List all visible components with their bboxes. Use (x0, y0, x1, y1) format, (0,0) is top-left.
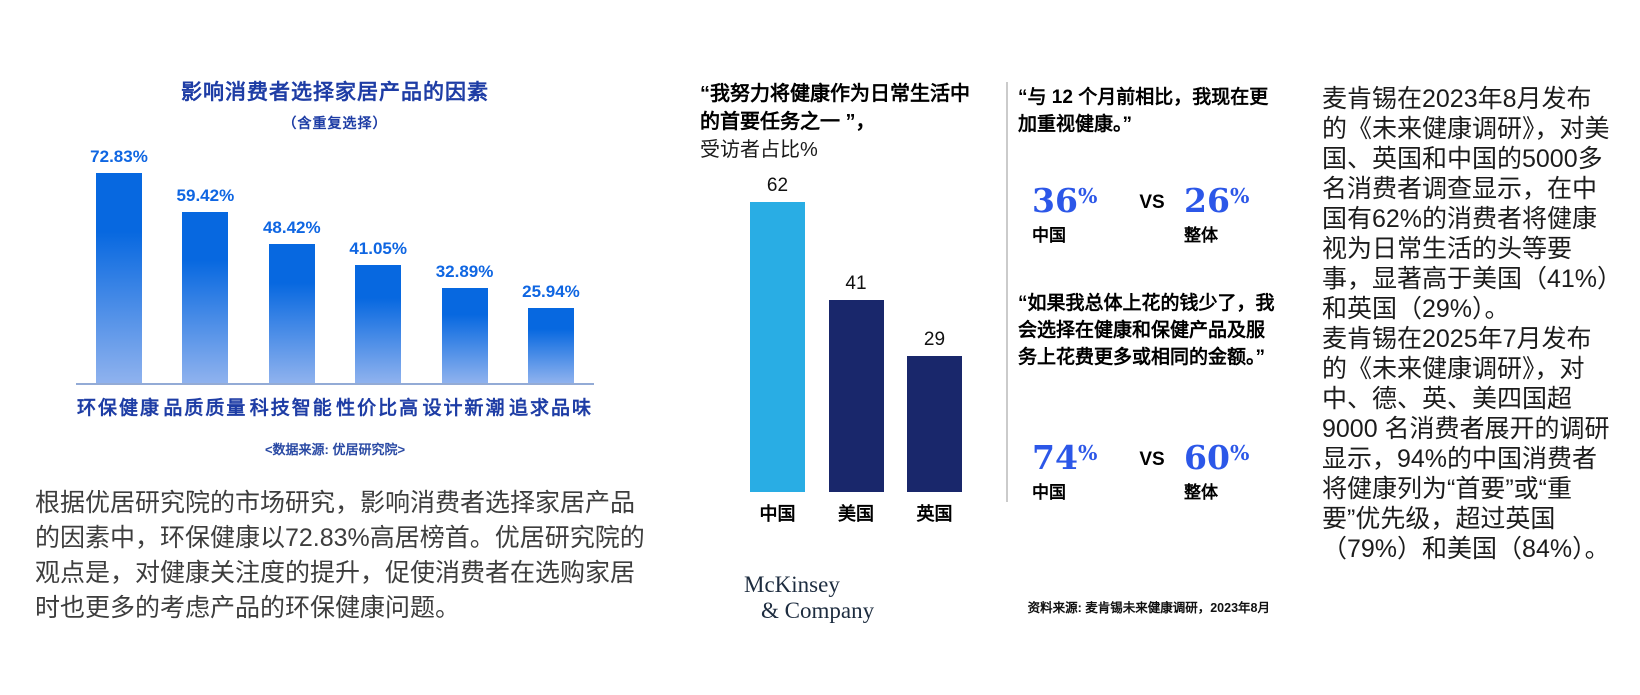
overall-label-2: 整体 (1184, 483, 1218, 503)
bar-value-label: 72.83% (90, 147, 148, 166)
bar-value-label: 41 (845, 273, 867, 294)
bar-group: 32.89% (422, 262, 508, 383)
bar (907, 356, 962, 492)
survey-quote: “我努力将健康作为日常生活中的首要任务之一 ”， (700, 83, 970, 133)
category-label: 英国 (916, 504, 953, 524)
mckinsey-logo: McKinsey & Company (744, 572, 874, 624)
bar-value-label: 29 (923, 329, 946, 350)
stat-row-1: 36% 中国 VS 26% 整体 (1032, 179, 1276, 246)
source-note: 资料来源: 麦肯锡未来健康调研，2023年8月 (1027, 601, 1270, 615)
chart-title: 影响消费者选择家居产品的因素 (181, 81, 489, 104)
category-label: 追求品味 (508, 398, 593, 419)
vs-label-2: VS (1139, 449, 1165, 470)
vertical-divider (1006, 82, 1008, 502)
data-source-note: <数据来源: 优居研究院> (264, 442, 406, 457)
bar (828, 300, 884, 492)
china-value-1: 36% (1032, 181, 1098, 221)
bar-value-label: 41.05% (349, 239, 407, 258)
category-label: 中国 (759, 504, 796, 524)
bar (441, 288, 488, 383)
category-label: 品质质量 (163, 398, 248, 419)
bar-plot-area: 72.83% 59.42% 48.42% 41.05% 32.89% 25.94% (76, 140, 594, 385)
bar-value-label: 62 (766, 175, 789, 196)
stat-row-2: 74% 中国 VS 60% 整体 (1032, 436, 1276, 503)
summary-para-1: 麦肯锡在2023年8月发布的《未来健康调研》，对美国、英国和中国的5000多名消… (1322, 85, 1610, 323)
bar-value-label: 48.42% (262, 218, 321, 237)
vs-label-1: VS (1139, 192, 1165, 213)
bar (750, 202, 805, 492)
bar (355, 265, 402, 383)
stat-quote-2: “如果我总体上花的钱少了，我会选择在健康和保健产品及服务上花费更多或相同的金额。… (1018, 293, 1275, 368)
category-axis: 中国 美国 英国 (750, 500, 962, 526)
overall-value-2: 60% (1184, 438, 1250, 478)
china-label-1: 中国 (1032, 226, 1066, 246)
right-summary-text: 麦肯锡在2023年8月发布的《未来健康调研》，对美国、英国和中国的5000多名消… (1322, 84, 1612, 564)
bar (268, 244, 315, 383)
category-axis: 环保健康 品质质量 科技智能 性价比高 设计新潮 追求品味 (76, 393, 594, 420)
mckinsey-survey-chart: “我努力将健康作为日常生活中的首要任务之一 ”， 受访者占比% 62 41 29 中… (700, 80, 974, 640)
overall-stat-2: 60% 整体 (1184, 436, 1272, 503)
left-analysis-paragraph: 根据优居研究院的市场研究，影响消费者选择家居产品的因素中，环保健康以72.83%… (35, 489, 645, 622)
china-label-2: 中国 (1032, 483, 1066, 503)
china-stat-2: 74% 中国 (1032, 436, 1120, 503)
bar-group: 72.83% (76, 147, 162, 383)
bar (96, 173, 142, 383)
category-label: 美国 (838, 504, 874, 524)
survey-metric-label: 受访者占比% (700, 139, 818, 161)
logo-line2: & Company (761, 598, 875, 623)
china-stat-1: 36% 中国 (1032, 179, 1120, 246)
logo-line1: McKinsey (744, 572, 840, 597)
bar-value-label: 25.94% (522, 282, 580, 301)
category-label: 性价比高 (336, 398, 421, 419)
bar (182, 212, 229, 383)
bar-group: 29 (907, 329, 962, 492)
china-value-2: 74% (1032, 438, 1098, 478)
chart-subtitle: （含重复选择） (282, 115, 388, 131)
category-label: 科技智能 (249, 398, 334, 419)
category-label: 设计新潮 (422, 398, 507, 419)
bar-value-label: 59.42% (176, 186, 235, 205)
home-factors-chart: 影响消费者选择家居产品的因素 （含重复选择） 72.83% 59.42% 48.42… (68, 76, 602, 476)
bar (527, 308, 574, 383)
bar-plot-area: 62 41 29 (750, 175, 962, 492)
china-vs-overall-panel: “与 12 个月前相比，我现在更加重视健康。” 36% 中国 VS 26% 整体… (1018, 84, 1276, 514)
bar-group: 41.05% (335, 239, 421, 383)
bar-value-label: 32.89% (435, 262, 494, 281)
bar-group: 62 (750, 175, 805, 492)
overall-stat-1: 26% 整体 (1184, 179, 1272, 246)
bar-group: 41 (828, 273, 884, 492)
summary-para-2: 麦肯锡在2025年7月发布的《未来健康调研》，对中、德、英、美四国超 9000 … (1322, 325, 1610, 563)
overall-value-1: 26% (1184, 181, 1250, 221)
stat-quote-1: “与 12 个月前相比，我现在更加重视健康。” (1018, 87, 1269, 135)
bar-group: 48.42% (249, 218, 335, 383)
bar-group: 25.94% (508, 282, 594, 383)
bar-group: 59.42% (162, 186, 248, 383)
overall-label-1: 整体 (1184, 226, 1218, 246)
category-label: 环保健康 (76, 398, 161, 419)
